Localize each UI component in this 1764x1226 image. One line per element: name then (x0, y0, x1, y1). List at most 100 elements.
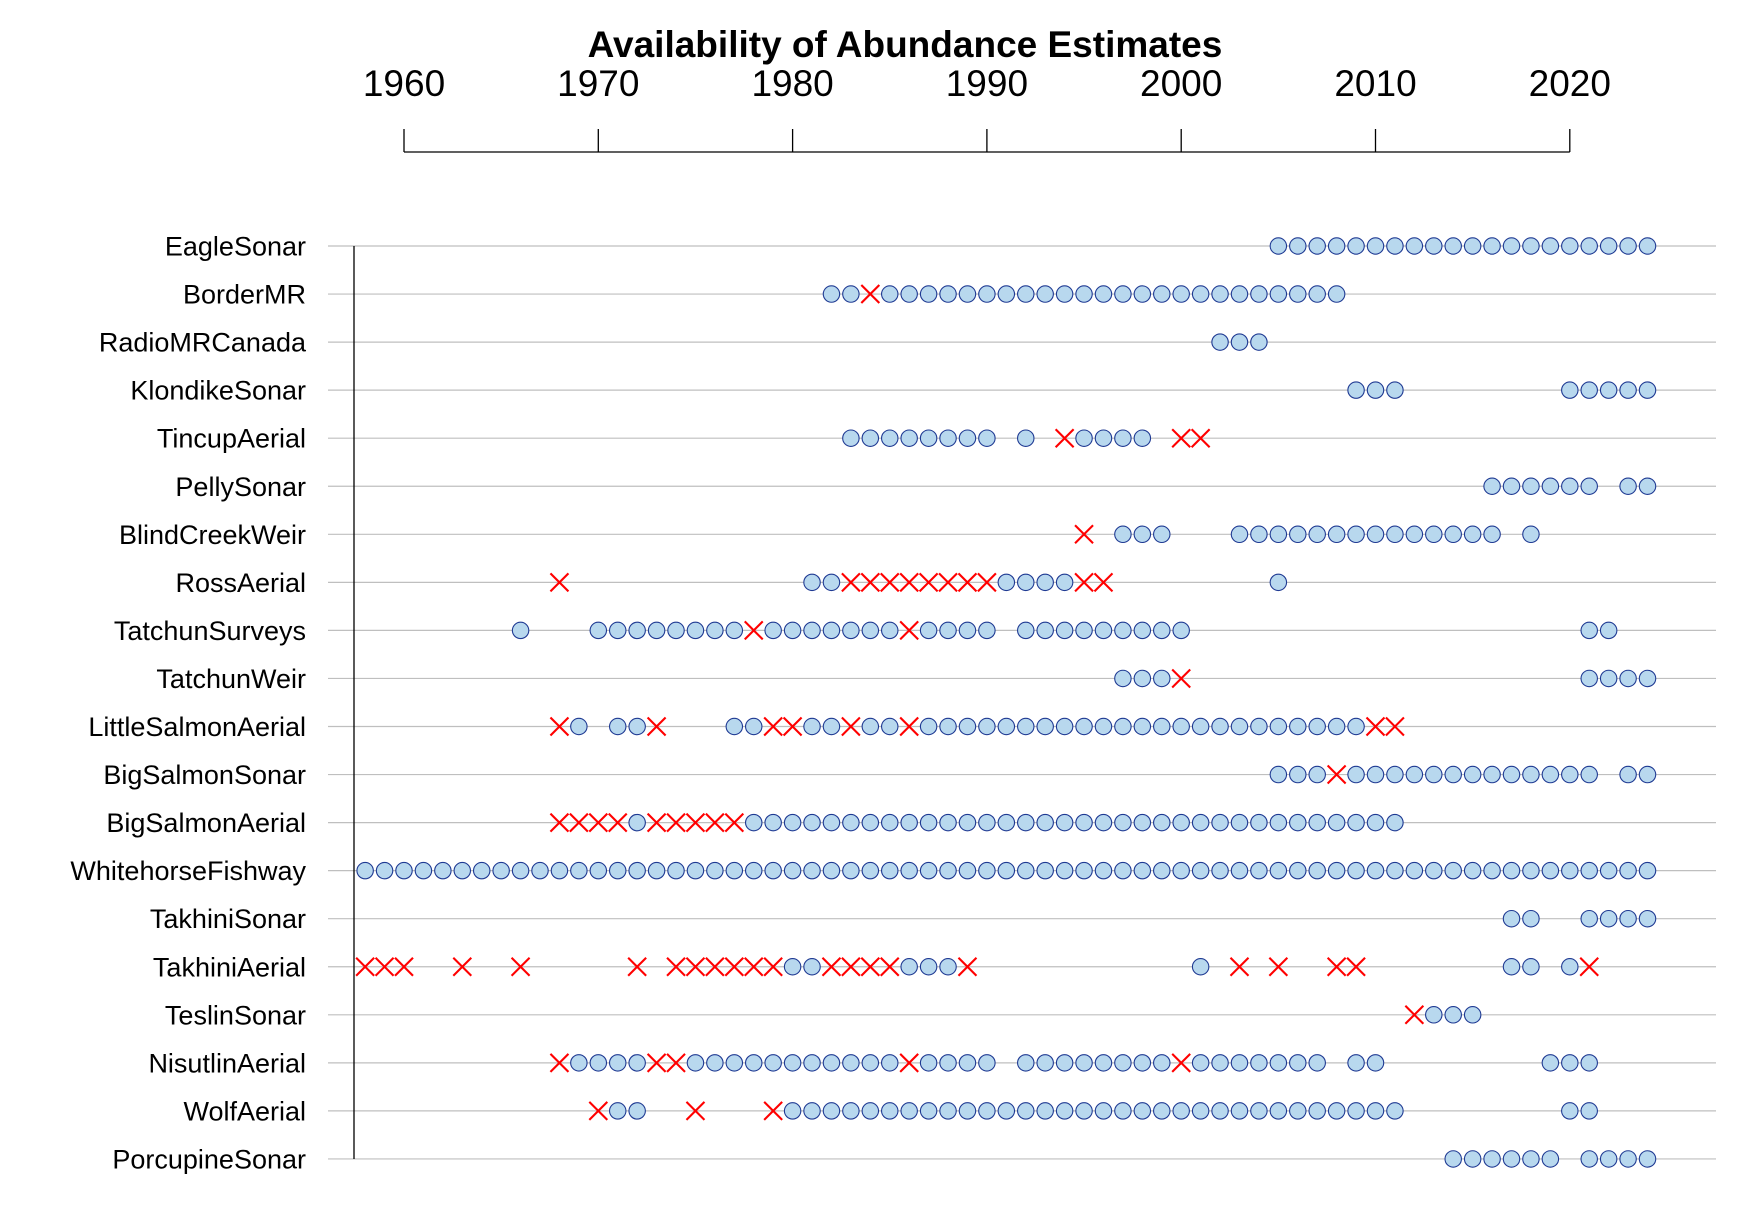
available-point (1094, 285, 1113, 303)
available-point (822, 285, 841, 303)
unavailable-cross (899, 620, 919, 641)
unavailable-cross (646, 716, 667, 737)
available-point (1250, 1102, 1268, 1120)
available-point (1366, 525, 1385, 544)
unavailable-cross (724, 812, 745, 833)
cross-stroke (685, 812, 706, 833)
available-point (1269, 573, 1288, 592)
available-point (1599, 1150, 1618, 1168)
unavailable-cross (666, 957, 686, 977)
unavailable-cross (1093, 572, 1114, 593)
unavailable-cross (1074, 524, 1094, 545)
unavailable-cross (355, 957, 375, 977)
unavailable-cross (880, 957, 900, 977)
available-point (1191, 1054, 1210, 1072)
available-point (1502, 237, 1521, 255)
available-point (803, 621, 821, 640)
available-point (978, 1102, 996, 1120)
unavailable-cross (1326, 764, 1347, 785)
cross-stroke (841, 957, 861, 977)
available-point (1502, 765, 1521, 784)
available-point (1327, 1102, 1346, 1120)
available-point (1327, 285, 1346, 303)
available-point (1580, 621, 1598, 640)
cross-stroke (763, 1101, 783, 1121)
cross-stroke (724, 812, 745, 833)
available-point (822, 1054, 841, 1072)
row-label: KlondikeSonar (130, 376, 306, 406)
available-point (861, 861, 880, 880)
available-point (803, 717, 821, 736)
available-point (958, 717, 977, 736)
available-point (1522, 477, 1540, 495)
available-point (1522, 1150, 1540, 1168)
available-point (939, 1054, 957, 1072)
available-point (1308, 765, 1326, 784)
unavailable-cross (763, 957, 783, 977)
available-point (744, 813, 763, 832)
available-point (958, 861, 977, 880)
available-point (1638, 861, 1657, 880)
row-label: BigSalmonSonar (103, 760, 306, 790)
available-point (919, 429, 938, 447)
cross-stroke (899, 572, 919, 593)
unavailable-cross (1054, 428, 1075, 448)
available-point (1522, 957, 1540, 976)
unavailable-cross (1326, 957, 1347, 977)
available-point (1250, 333, 1268, 351)
cross-stroke (860, 572, 881, 593)
available-point (1114, 285, 1132, 303)
x-tick-label: 1970 (557, 63, 639, 104)
available-point (1599, 237, 1618, 255)
available-point (434, 861, 452, 880)
available-point (1094, 1054, 1113, 1072)
unavailable-cross (880, 572, 900, 593)
available-point (589, 621, 608, 640)
available-point (1347, 765, 1365, 784)
available-point (1425, 765, 1443, 784)
available-point (589, 1054, 608, 1072)
available-point (783, 957, 802, 976)
cross-stroke (627, 957, 647, 977)
available-point (356, 861, 374, 880)
available-point (880, 429, 899, 447)
available-point (1191, 813, 1210, 832)
cross-stroke (724, 957, 745, 977)
available-point (1522, 237, 1540, 255)
available-point (1561, 861, 1579, 880)
available-point (1289, 1102, 1307, 1120)
available-point (628, 621, 646, 640)
x-tick-label: 2020 (1529, 63, 1611, 104)
available-point (531, 861, 549, 880)
available-point (1269, 1102, 1288, 1120)
available-point (919, 861, 938, 880)
cross-stroke (1268, 957, 1289, 977)
available-point (1386, 237, 1404, 255)
available-point (1211, 333, 1229, 351)
available-point (1133, 861, 1152, 880)
available-point (1191, 1102, 1210, 1120)
cross-stroke (1190, 428, 1211, 448)
available-point (919, 285, 938, 303)
available-point (939, 861, 957, 880)
available-point (1599, 621, 1618, 640)
available-point (1599, 909, 1618, 928)
available-point (1347, 1054, 1365, 1072)
available-point (1289, 813, 1307, 832)
available-point (1075, 861, 1093, 880)
unavailable-cross (782, 716, 803, 737)
cross-stroke (743, 957, 764, 977)
available-point (725, 1054, 744, 1072)
available-point (1230, 1054, 1249, 1072)
unavailable-cross (841, 957, 861, 977)
available-point (1366, 237, 1385, 255)
available-point (842, 1102, 860, 1120)
unavailable-cross (841, 716, 861, 737)
available-point (1250, 1054, 1268, 1072)
available-point (1619, 1150, 1637, 1168)
available-point (1250, 285, 1268, 303)
cross-stroke (860, 957, 881, 977)
available-point (1289, 285, 1307, 303)
available-point (1327, 861, 1346, 880)
available-point (1619, 381, 1637, 399)
